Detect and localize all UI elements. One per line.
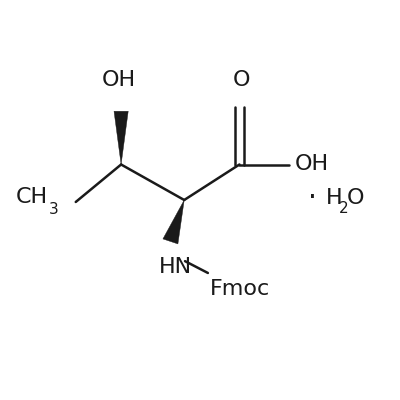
Text: H: H: [326, 188, 343, 208]
Text: O: O: [233, 70, 250, 90]
Text: OH: OH: [295, 154, 329, 174]
Text: OH: OH: [102, 70, 136, 90]
Polygon shape: [114, 111, 128, 164]
Text: Fmoc: Fmoc: [210, 279, 270, 299]
Text: CH: CH: [16, 187, 48, 207]
Text: HN: HN: [159, 257, 192, 277]
Polygon shape: [163, 200, 184, 244]
Text: O: O: [347, 188, 365, 208]
Text: 2: 2: [339, 201, 349, 216]
Text: 3: 3: [49, 202, 59, 216]
Text: ·: ·: [308, 184, 317, 212]
